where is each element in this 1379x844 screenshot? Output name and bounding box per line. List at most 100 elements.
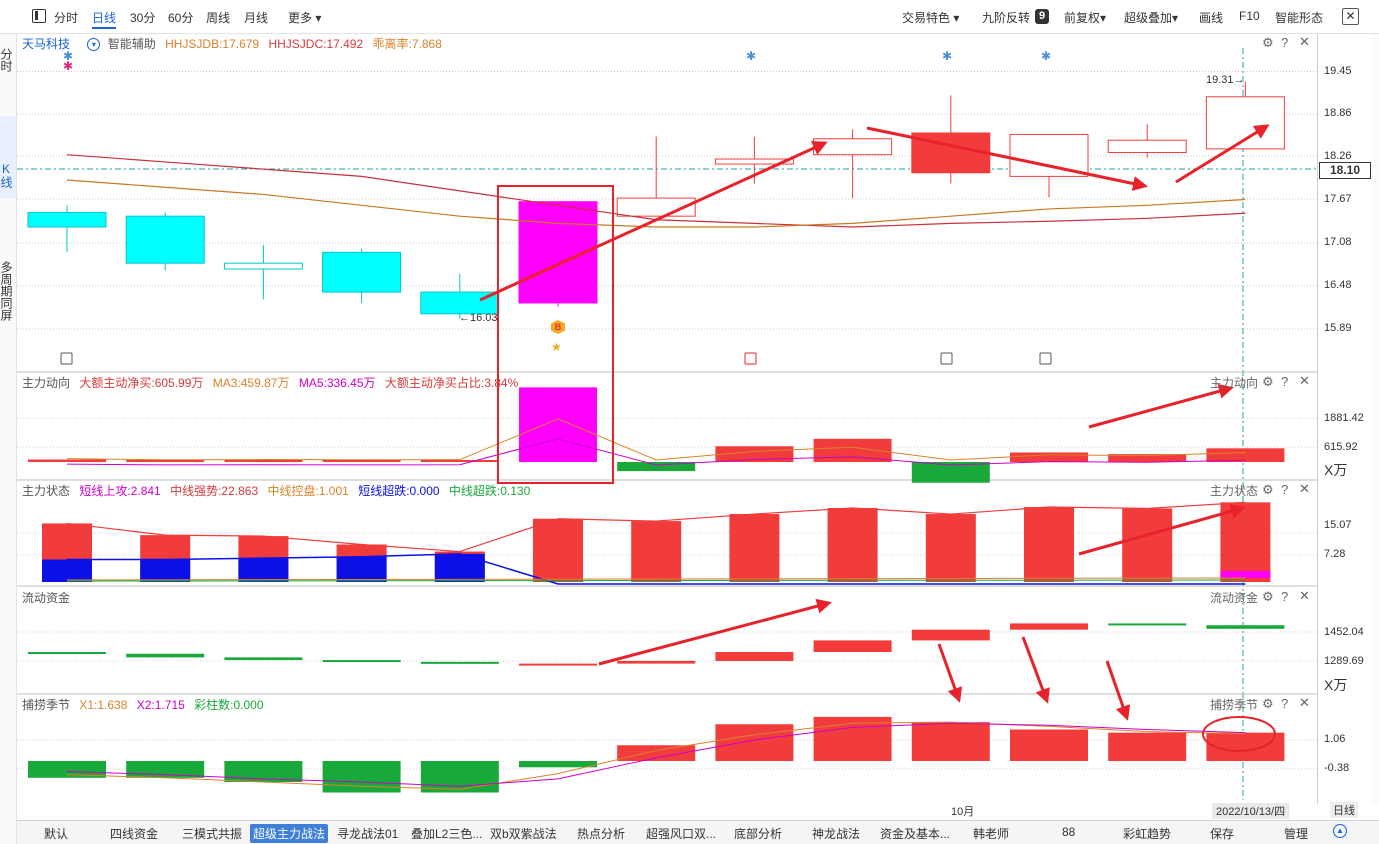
bottom-tab[interactable]: 超级主力战法	[250, 824, 329, 843]
annotation-arrow	[479, 141, 828, 302]
flow-bar	[911, 629, 990, 641]
bottom-tab[interactable]: 默认	[44, 827, 69, 841]
help-icon[interactable]: ?	[1281, 589, 1289, 604]
price-tick: 15.89	[1324, 322, 1352, 334]
close-pane-icon[interactable]: ✕	[1299, 695, 1310, 710]
main-force-tick: 615.92	[1324, 441, 1358, 453]
tab-more[interactable]: 更多 ▾	[288, 11, 322, 25]
main-force-bar	[224, 460, 303, 462]
window-close-icon[interactable]: ✕	[1342, 8, 1359, 25]
tab-daily[interactable]: 日线	[92, 9, 117, 29]
assistant-label[interactable]: 智能辅助	[107, 37, 156, 51]
tab-monthly[interactable]: 月线	[244, 11, 269, 25]
flow-title[interactable]: 流动资金	[22, 591, 71, 605]
flow-right-title: 流动资金	[1210, 591, 1259, 605]
kline-chart[interactable]: ✱✱✱ ✱ ✱	[17, 34, 1317, 804]
season-bar	[813, 716, 892, 761]
season-title[interactable]: 捕捞季节	[22, 698, 71, 712]
tab-fenshi[interactable]: 分时	[54, 11, 79, 25]
annotation-arrow	[1078, 504, 1246, 556]
bottom-tab[interactable]: 88	[1062, 825, 1076, 839]
bottom-tab[interactable]: 寻龙战法01	[337, 827, 399, 841]
price-tick: 16.48	[1324, 279, 1352, 291]
state-v3: 中线控盘:1.001	[267, 484, 349, 498]
help-icon[interactable]: ?	[1281, 696, 1289, 711]
event-icon	[940, 352, 953, 365]
trade-feature-menu[interactable]: 交易特色 ▾	[902, 11, 960, 25]
bottom-tab[interactable]: 三模式共振	[182, 827, 243, 841]
bottom-tab[interactable]: 双b双紫战法	[490, 827, 557, 841]
season-bar	[420, 761, 499, 793]
annotation-arrow	[1088, 383, 1234, 429]
f10-button[interactable]: F10	[1239, 9, 1260, 23]
main-force-bar	[420, 460, 499, 462]
season-x1-line	[66, 721, 1246, 790]
bottom-tab[interactable]: 资金及基本...	[880, 827, 951, 841]
flow-bar	[617, 660, 696, 664]
state-magenta-bar	[1220, 571, 1271, 578]
settings-icon[interactable]: ⚙	[1262, 482, 1274, 497]
highlight-ellipse	[1202, 716, 1276, 752]
draw-line-button[interactable]: 画线	[1199, 11, 1224, 25]
bottom-tab[interactable]: 管理	[1284, 827, 1309, 841]
collapse-icon[interactable]: ▲	[1333, 824, 1347, 838]
assistant-toggle-icon[interactable]: ▾	[87, 38, 101, 52]
tab-weekly[interactable]: 周线	[206, 11, 231, 25]
bottom-tab[interactable]: 底部分析	[734, 827, 783, 841]
help-icon[interactable]: ?	[1281, 35, 1289, 50]
flow-bar	[715, 652, 794, 661]
bottom-tab[interactable]: 神龙战法	[812, 827, 861, 841]
mf-ma5-line	[66, 438, 1246, 466]
annotation-arrow	[937, 643, 963, 703]
help-icon[interactable]: ?	[1281, 374, 1289, 389]
overlay-menu[interactable]: 超级叠加▾	[1124, 11, 1179, 25]
flow-bars	[28, 623, 1285, 666]
adjust-menu[interactable]: 前复权▾	[1064, 11, 1107, 25]
help-icon[interactable]: ?	[1281, 482, 1289, 497]
bottom-tab[interactable]: 彩虹趋势	[1123, 827, 1172, 841]
nav-multi-period[interactable]: 多周期同屏	[0, 261, 13, 321]
state-title[interactable]: 主力状态	[22, 484, 71, 498]
sidebar-toggle-icon[interactable]	[32, 9, 46, 23]
state-blue-bar	[42, 559, 92, 582]
settings-icon[interactable]: ⚙	[1262, 35, 1274, 50]
state-line	[66, 501, 1246, 553]
season-bars	[28, 716, 1285, 793]
stock-name[interactable]: 天马科技	[22, 37, 71, 51]
annotations: ✱✱✱ ✱ ✱	[60, 49, 1276, 752]
tab-30min[interactable]: 30分	[130, 11, 156, 25]
close-pane-icon[interactable]: ✕	[1299, 588, 1310, 603]
state-right-title: 主力状态	[1210, 484, 1259, 498]
close-pane-icon[interactable]: ✕	[1299, 34, 1310, 49]
candle-body	[1107, 139, 1187, 154]
flow-tick: 1452.04	[1324, 626, 1364, 638]
nine-reversal-button[interactable]: 九阶反转	[982, 11, 1031, 25]
candle-body	[714, 158, 794, 165]
season-bar	[715, 724, 794, 761]
deviation-value: 乖离率:7.868	[372, 37, 442, 51]
bottom-tab[interactable]: 热点分析	[577, 827, 626, 841]
settings-icon[interactable]: ⚙	[1262, 696, 1274, 711]
bottom-tab[interactable]: 韩老师	[973, 827, 1010, 841]
bottom-tab[interactable]: 四线资金	[110, 827, 159, 841]
settings-icon[interactable]: ⚙	[1262, 589, 1274, 604]
bottom-tab[interactable]: 保存	[1210, 827, 1235, 841]
bottom-tab[interactable]: 叠加L2三色...	[411, 827, 483, 841]
nav-kline[interactable]: K线	[0, 116, 16, 198]
signal-marker: ✱	[63, 59, 73, 73]
nav-fenshi[interactable]: 分时	[0, 48, 13, 72]
period-label: 日线	[1330, 802, 1358, 818]
close-pane-icon[interactable]: ✕	[1299, 373, 1310, 388]
close-pane-icon[interactable]: ✕	[1299, 481, 1310, 496]
state-bar	[631, 521, 682, 582]
candle-body	[223, 262, 303, 270]
tab-60min[interactable]: 60分	[168, 11, 194, 25]
state-green-line	[66, 579, 1246, 582]
smart-pattern-button[interactable]: 智能形态	[1275, 11, 1324, 25]
bottom-tab[interactable]: 超强风口双...	[646, 827, 717, 841]
settings-icon[interactable]: ⚙	[1262, 374, 1274, 389]
main-force-tick: 1881.42	[1324, 412, 1364, 424]
annotation-arrow	[1175, 124, 1270, 184]
main-force-bar	[617, 462, 696, 472]
main-force-title[interactable]: 主力动向	[22, 376, 71, 390]
